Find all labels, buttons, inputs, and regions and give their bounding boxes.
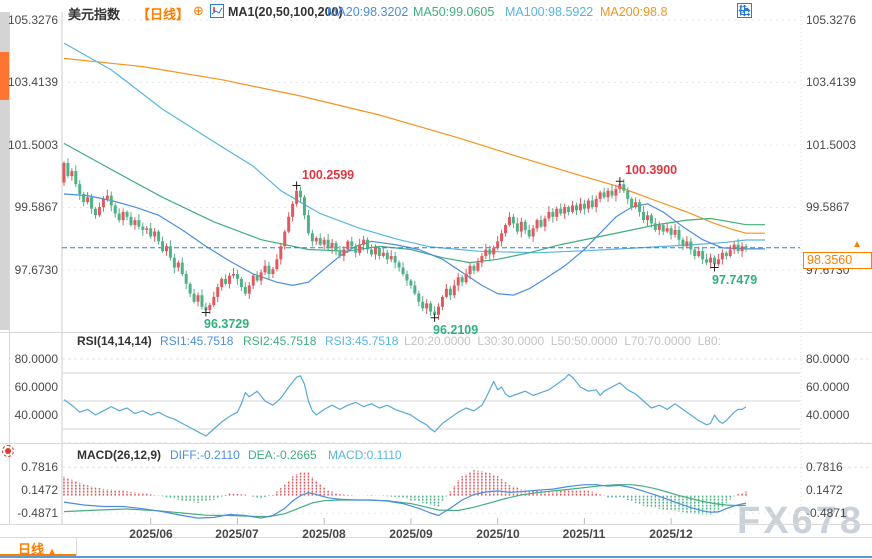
divider-rsi-macd: [0, 443, 872, 444]
period-tag: 【日线】: [137, 7, 190, 22]
macd-value: MACD:0.1110: [328, 448, 402, 462]
bottom-edge-line: [0, 556, 872, 558]
tab-daily[interactable]: 日线 ▲: [18, 539, 57, 558]
tab-active-underline: [0, 554, 76, 556]
ma50-value: MA50:99.0605: [413, 5, 495, 19]
axis-zoom-vertical-icon[interactable]: [737, 3, 773, 18]
current-price-badge: 98.3560: [803, 252, 872, 269]
left-scrollbar-track[interactable]: [0, 12, 9, 330]
rsi2-value: RSI2:45.7518: [243, 334, 317, 348]
add-circle-icon[interactable]: ⊕: [193, 3, 204, 18]
tab-separator: [76, 538, 77, 556]
rsi3-value: RSI3:45.7518: [325, 334, 399, 348]
chart-toolbar: [737, 3, 814, 23]
macd-settings-sun-icon[interactable]: [2, 445, 14, 457]
price-marker-arrow-icon: ▲: [852, 239, 862, 250]
tab-daily-label: 日线: [18, 542, 45, 557]
symbol-title: 美元指数: [68, 7, 121, 22]
shift-right-icon[interactable]: [737, 3, 814, 18]
ma100-value: MA100:98.5922: [505, 5, 594, 19]
macd-dea-value: DEA:-0.2665: [248, 448, 317, 462]
fx678-watermark: FX678: [737, 500, 864, 542]
rsi-title: RSI(14,14,14): [77, 334, 152, 348]
left-scrollbar-thumb[interactable]: [0, 52, 9, 100]
left-strip-border: [9, 12, 10, 524]
divider-dates-tabs: [0, 537, 872, 538]
axis-zoom-horizontal-icon[interactable]: [737, 3, 794, 18]
rsi-level-labels: L20:20.0000 L30:30.0000 L50:50.0000 L70:…: [404, 334, 721, 348]
macd-diff-value: DIFF:-0.2110: [170, 448, 240, 462]
divider-main-rsi: [0, 332, 872, 333]
macd-title: MACD(26,12,9): [77, 448, 162, 462]
tab-daily-arrow-icon: ▲: [47, 546, 57, 556]
rsi1-value: RSI1:45.7518: [160, 334, 234, 348]
ma200-value: MA200:98.8: [600, 5, 668, 19]
ma20-value: MA20:98.3202: [327, 5, 409, 19]
divider-macd-dates: [0, 524, 872, 525]
ma-group-title: MA1(20,50,100,200): [228, 5, 343, 19]
